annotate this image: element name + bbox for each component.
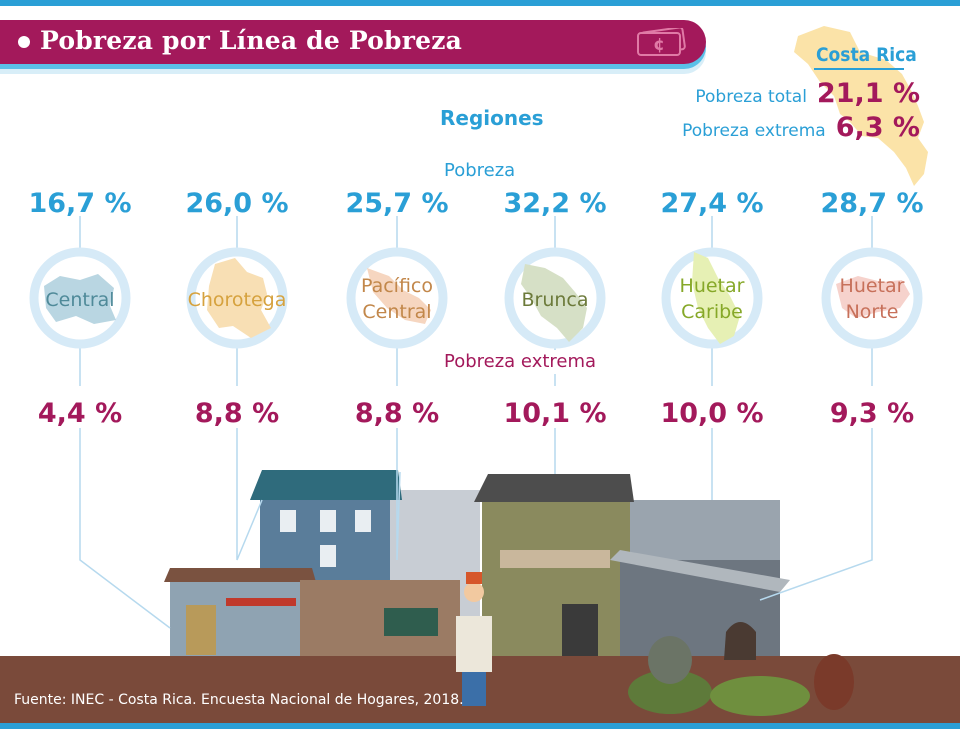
- national-poverty-value: 21,1 %: [816, 78, 920, 109]
- extreme-value-central: 4,4 %: [38, 398, 122, 429]
- extreme-value-pacifico-central: 8,8 %: [355, 398, 439, 429]
- extreme-value-huetar-norte: 9,3 %: [830, 398, 914, 429]
- extreme-value-huetar-caribe: 10,0 %: [660, 398, 763, 429]
- poverty-value-chorotega: 26,0 %: [185, 188, 288, 219]
- national-extreme-label: Pobreza extrema: [682, 121, 826, 141]
- national-poverty-row: Pobreza total 21,1 %: [695, 78, 920, 109]
- poverty-row-label: Pobreza: [444, 160, 516, 181]
- country-name: Costa Rica: [816, 44, 917, 66]
- poverty-value-brunca: 32,2 %: [503, 188, 606, 219]
- region-name-brunca: Brunca: [521, 289, 588, 311]
- national-extreme-value: 6,3 %: [835, 112, 920, 143]
- regions-heading: Regiones: [440, 106, 544, 130]
- connector-bottom-central: [79, 428, 171, 629]
- region-map-pacifico-central: [367, 268, 431, 324]
- top-border: [0, 0, 960, 6]
- source-note: Fuente: INEC - Costa Rica. Encuesta Naci…: [14, 692, 464, 708]
- region-map-huetar-caribe: [692, 252, 740, 344]
- region-name-central: Central: [45, 289, 114, 311]
- poverty-value-pacifico-central: 25,7 %: [345, 188, 448, 219]
- shanty-town-illustration: [0, 470, 960, 723]
- national-extreme-row: Pobreza extrema 6,3 %: [682, 112, 920, 143]
- region-map-chorotega: [207, 258, 271, 338]
- connector-bottom-pacifico-central: [396, 428, 401, 561]
- region-name-huetar-norte: Huetar Norte: [840, 275, 905, 323]
- bullet-icon: [18, 36, 30, 48]
- poverty-value-huetar-caribe: 27,4 %: [660, 188, 763, 219]
- connector-bottom-huetar-norte: [759, 428, 873, 601]
- extreme-value-chorotega: 8,8 %: [195, 398, 279, 429]
- region-map-central: [44, 274, 116, 324]
- title-banner: Pobreza por Línea de Pobreza ¢: [0, 20, 706, 64]
- page-title: Pobreza por Línea de Pobreza: [40, 26, 462, 55]
- country-underline: [814, 68, 904, 70]
- costa-rica-map: [794, 26, 928, 186]
- extreme-poverty-row-label: Pobreza extrema: [444, 350, 597, 374]
- extreme-value-brunca: 10,1 %: [503, 398, 606, 429]
- region-name-chorotega: Chorotega: [188, 289, 287, 311]
- money-icon: ¢: [637, 28, 686, 56]
- region-map-huetar-norte: [836, 276, 910, 318]
- bottom-border: [0, 723, 960, 729]
- region-name-huetar-caribe: Huetar Caribe: [680, 275, 745, 323]
- national-poverty-label: Pobreza total: [695, 87, 807, 107]
- svg-text:¢: ¢: [653, 35, 665, 55]
- poverty-value-central: 16,7 %: [28, 188, 131, 219]
- connector-bottom-chorotega: [236, 428, 263, 561]
- region-name-pacifico-central: Pacífico Central: [361, 275, 433, 323]
- poverty-value-huetar-norte: 28,7 %: [820, 188, 923, 219]
- region-map-brunca: [521, 264, 587, 342]
